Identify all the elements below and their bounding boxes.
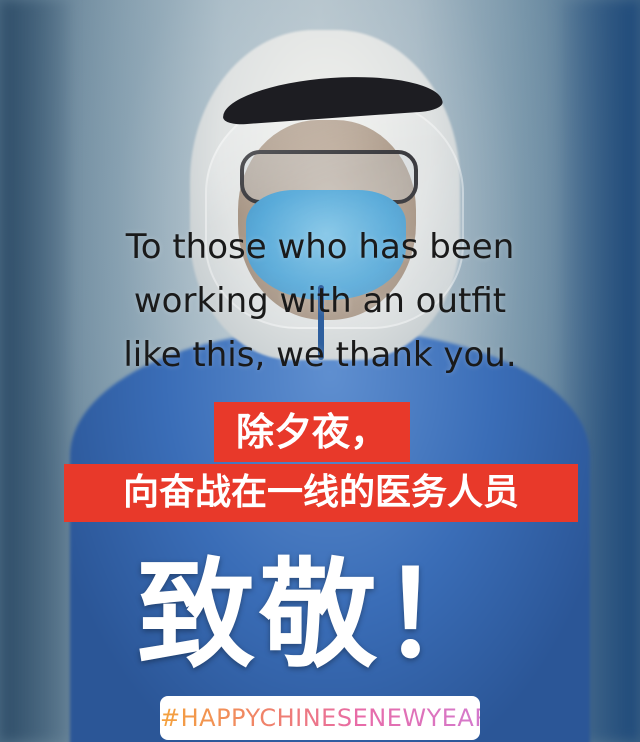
chinese-salute-title: 致敬！ <box>136 546 503 684</box>
hood-cord <box>318 285 324 360</box>
caption-line: working with an outfit <box>133 281 507 321</box>
chinese-label-medical-workers: 向奋战在一线的医务人员 <box>64 464 578 522</box>
caption-line: like this, we thank you. <box>123 335 517 375</box>
face-shield <box>205 95 464 329</box>
hashtag-text: #HAPPYCHINESENEWYEAR <box>160 704 480 732</box>
hashtag-sticker[interactable]: #HAPPYCHINESENEWYEAR <box>160 696 480 740</box>
caption-line: To those who has been <box>125 227 515 267</box>
chinese-label-new-years-eve: 除夕夜， <box>214 402 410 462</box>
english-caption: To those who has been working with an ou… <box>0 220 640 382</box>
left-wall <box>0 0 70 742</box>
protective-suit <box>70 330 590 742</box>
